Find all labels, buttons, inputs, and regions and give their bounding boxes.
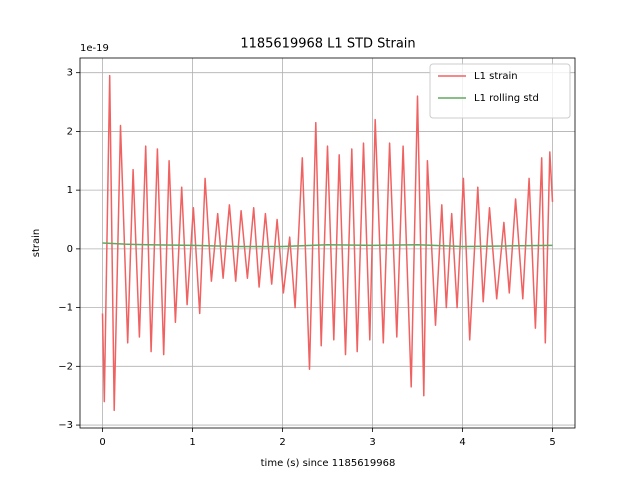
x-tick-label: 5 [549,437,555,448]
y-tick-label: 2 [67,126,73,137]
y-tick-label: 0 [67,244,73,255]
legend-label: L1 strain [474,71,518,82]
x-tick-label: 3 [369,437,375,448]
series-line [101,74,554,412]
x-tick-label: 0 [99,437,105,448]
x-axis-label: time (s) since 1185619968 [261,458,396,469]
y-axis-label: strain [31,229,42,258]
y-tick-label: −3 [58,420,73,431]
y-offset-label: 1e-19 [80,43,109,54]
axes-frame [79,57,576,429]
legend-box [429,63,571,119]
x-tick-label: 1 [189,437,195,448]
y-tick-label: −1 [58,303,73,314]
x-tick-label: 2 [279,437,285,448]
series-line [102,242,553,248]
y-tick-label: 3 [67,68,73,79]
y-tick-label: 1 [67,185,73,196]
x-tick-label: 4 [459,437,465,448]
chart-title: 1185619968 L1 STD Strain [240,37,415,52]
y-tick-label: −2 [58,361,73,372]
legend-label: L1 rolling std [474,93,539,104]
